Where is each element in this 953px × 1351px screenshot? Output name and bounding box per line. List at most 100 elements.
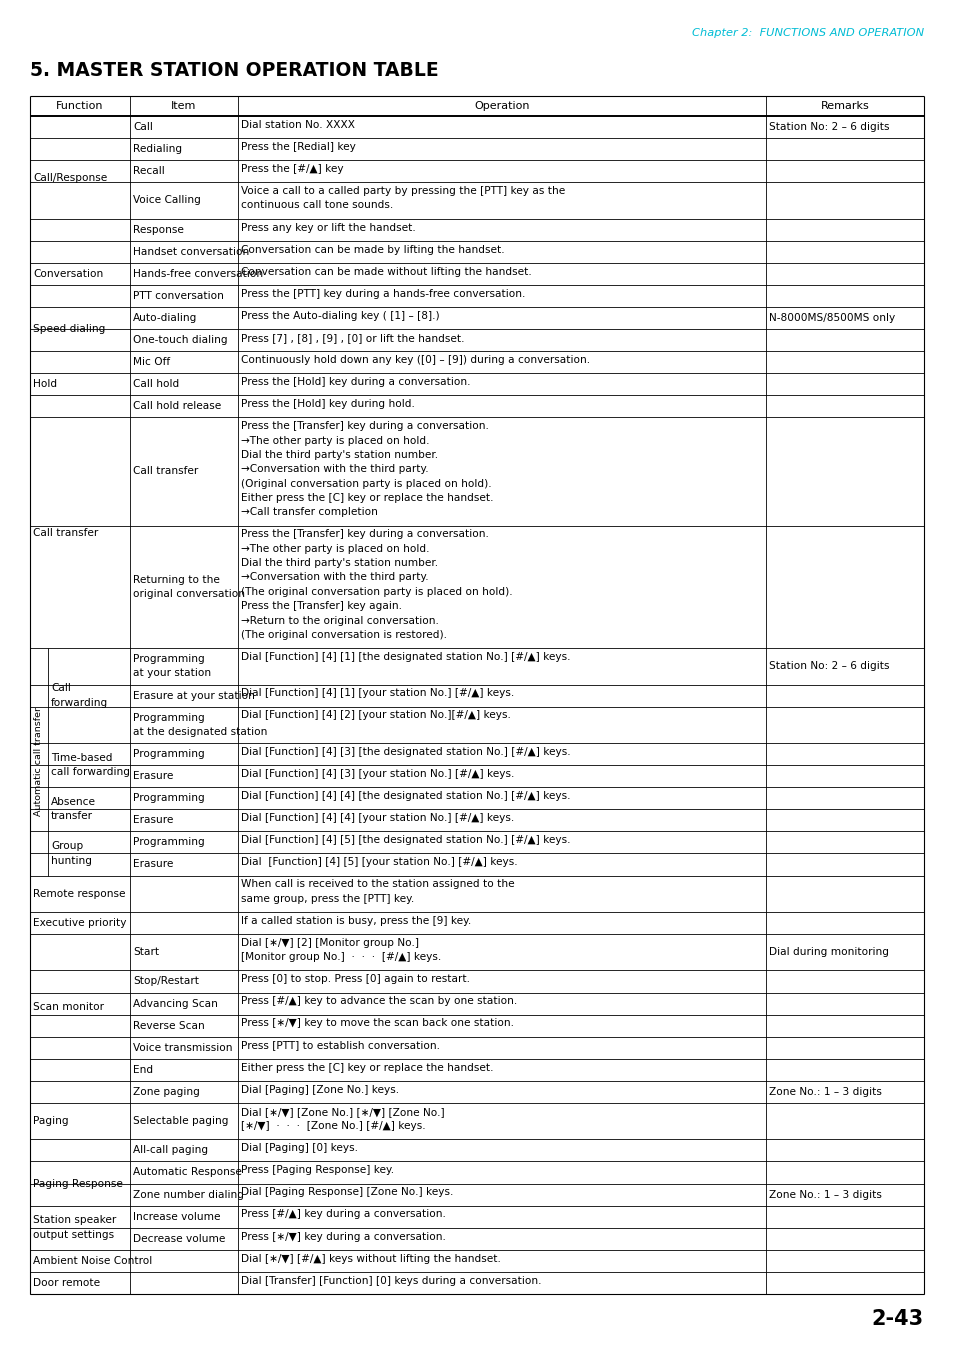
Text: Dial  [Function] [4] [5] [your station No.] [#/▲] keys.: Dial [Function] [4] [5] [your station No… [241, 858, 517, 867]
Text: output settings: output settings [33, 1229, 114, 1240]
Text: Hands-free conversation: Hands-free conversation [132, 269, 263, 278]
Text: Press the [Transfer] key again.: Press the [Transfer] key again. [241, 601, 401, 611]
Text: Erasure: Erasure [132, 771, 173, 781]
Text: Advancing Scan: Advancing Scan [132, 998, 217, 1009]
Text: Call: Call [132, 122, 152, 132]
Text: Programming: Programming [132, 748, 205, 759]
Text: forwarding: forwarding [51, 697, 108, 708]
Text: Dial [Function] [4] [3] [the designated station No.] [#/▲] keys.: Dial [Function] [4] [3] [the designated … [241, 747, 570, 757]
Text: Press the [Redial] key: Press the [Redial] key [241, 142, 355, 151]
Text: Ambient Noise Control: Ambient Noise Control [33, 1256, 152, 1266]
Text: Stop/Restart: Stop/Restart [132, 977, 199, 986]
Text: Paging Response: Paging Response [33, 1178, 123, 1189]
Text: (The original conversation is restored).: (The original conversation is restored). [241, 630, 447, 640]
Text: Press [#/▲] key to advance the scan by one station.: Press [#/▲] key to advance the scan by o… [241, 997, 517, 1006]
Text: Press [0] to stop. Press [0] again to restart.: Press [0] to stop. Press [0] again to re… [241, 974, 470, 985]
Text: Dial [Function] [4] [1] [the designated station No.] [#/▲] keys.: Dial [Function] [4] [1] [the designated … [241, 653, 570, 662]
Text: Press the [Hold] key during hold.: Press the [Hold] key during hold. [241, 399, 415, 409]
Text: →The other party is placed on hold.: →The other party is placed on hold. [241, 544, 429, 554]
Text: One-touch dialing: One-touch dialing [132, 335, 228, 345]
Text: PTT conversation: PTT conversation [132, 290, 224, 301]
Text: Decrease volume: Decrease volume [132, 1233, 225, 1244]
Text: Press [#/▲] key during a conversation.: Press [#/▲] key during a conversation. [241, 1209, 445, 1220]
Text: Selectable paging: Selectable paging [132, 1116, 229, 1127]
Text: (The original conversation party is placed on hold).: (The original conversation party is plac… [241, 586, 512, 597]
Text: Call transfer: Call transfer [132, 466, 198, 477]
Text: same group, press the [PTT] key.: same group, press the [PTT] key. [241, 894, 414, 904]
Text: Absence: Absence [51, 797, 96, 807]
Text: Paging: Paging [33, 1116, 69, 1127]
Text: Dial [Transfer] [Function] [0] keys during a conversation.: Dial [Transfer] [Function] [0] keys duri… [241, 1275, 541, 1286]
Text: Conversation: Conversation [33, 269, 103, 278]
Text: Speed dialing: Speed dialing [33, 324, 105, 334]
Text: Auto-dialing: Auto-dialing [132, 313, 197, 323]
Text: Press [Paging Response] key.: Press [Paging Response] key. [241, 1166, 394, 1175]
Text: transfer: transfer [51, 812, 92, 821]
Text: continuous call tone sounds.: continuous call tone sounds. [241, 200, 393, 211]
Text: Conversation can be made by lifting the handset.: Conversation can be made by lifting the … [241, 245, 504, 254]
Text: Voice a call to a called party by pressing the [PTT] key as the: Voice a call to a called party by pressi… [241, 186, 565, 196]
Text: Either press the [C] key or replace the handset.: Either press the [C] key or replace the … [241, 493, 493, 503]
Text: Executive priority: Executive priority [33, 917, 127, 928]
Text: Programming: Programming [132, 838, 205, 847]
Text: If a called station is busy, press the [9] key.: If a called station is busy, press the [… [241, 916, 471, 925]
Text: Remarks: Remarks [820, 101, 868, 111]
Text: Erasure: Erasure [132, 859, 173, 870]
Text: →Call transfer completion: →Call transfer completion [241, 508, 377, 517]
Text: When call is received to the station assigned to the: When call is received to the station ass… [241, 880, 514, 889]
Text: →Conversation with the third party.: →Conversation with the third party. [241, 465, 428, 474]
Text: Handset conversation: Handset conversation [132, 247, 249, 257]
Text: Dial the third party's station number.: Dial the third party's station number. [241, 450, 437, 459]
Text: Continuously hold down any key ([0] – [9]) during a conversation.: Continuously hold down any key ([0] – [9… [241, 355, 590, 365]
Text: Erasure: Erasure [132, 815, 173, 825]
Text: Reverse Scan: Reverse Scan [132, 1020, 205, 1031]
Text: Programming: Programming [132, 712, 205, 723]
Text: →Conversation with the third party.: →Conversation with the third party. [241, 573, 428, 582]
Text: 5. MASTER STATION OPERATION TABLE: 5. MASTER STATION OPERATION TABLE [30, 61, 438, 80]
Text: Press any key or lift the handset.: Press any key or lift the handset. [241, 223, 416, 232]
Text: All-call paging: All-call paging [132, 1146, 208, 1155]
Text: Function: Function [56, 101, 104, 111]
Text: Zone No.: 1 – 3 digits: Zone No.: 1 – 3 digits [768, 1088, 881, 1097]
Text: Scan monitor: Scan monitor [33, 1002, 104, 1012]
Text: Press [∗/▼] key during a conversation.: Press [∗/▼] key during a conversation. [241, 1232, 445, 1242]
Text: Station No: 2 – 6 digits: Station No: 2 – 6 digits [768, 662, 888, 671]
Text: Dial [Function] [4] [2] [your station No.][#/▲] keys.: Dial [Function] [4] [2] [your station No… [241, 711, 511, 720]
Text: Press the [Hold] key during a conversation.: Press the [Hold] key during a conversati… [241, 377, 470, 388]
Text: Call/Response: Call/Response [33, 173, 107, 184]
Text: 2-43: 2-43 [871, 1309, 923, 1329]
Text: Press the [Transfer] key during a conversation.: Press the [Transfer] key during a conver… [241, 530, 488, 539]
Text: Zone No.: 1 – 3 digits: Zone No.: 1 – 3 digits [768, 1190, 881, 1200]
Text: Dial [Function] [4] [5] [the designated station No.] [#/▲] keys.: Dial [Function] [4] [5] [the designated … [241, 835, 570, 846]
Text: Mic Off: Mic Off [132, 357, 170, 367]
Text: Operation: Operation [474, 101, 529, 111]
Text: Conversation can be made without lifting the handset.: Conversation can be made without lifting… [241, 266, 531, 277]
Text: Dial [∗/▼] [2] [Monitor group No.]: Dial [∗/▼] [2] [Monitor group No.] [241, 938, 418, 948]
Text: Time-based: Time-based [51, 753, 112, 763]
Text: Recall: Recall [132, 166, 165, 176]
Text: Remote response: Remote response [33, 889, 126, 898]
Text: Press the [PTT] key during a hands-free conversation.: Press the [PTT] key during a hands-free … [241, 289, 525, 299]
Text: Press the [#/▲] key: Press the [#/▲] key [241, 163, 343, 174]
Text: Automatic call transfer: Automatic call transfer [34, 708, 44, 816]
Text: Dial [Function] [4] [4] [your station No.] [#/▲] keys.: Dial [Function] [4] [4] [your station No… [241, 813, 514, 823]
Text: Zone number dialing: Zone number dialing [132, 1189, 244, 1200]
Text: Redialing: Redialing [132, 145, 182, 154]
Text: Chapter 2:  FUNCTIONS AND OPERATION: Chapter 2: FUNCTIONS AND OPERATION [691, 28, 923, 38]
Text: (Original conversation party is placed on hold).: (Original conversation party is placed o… [241, 478, 491, 489]
Text: Press [∗/▼] key to move the scan back one station.: Press [∗/▼] key to move the scan back on… [241, 1019, 514, 1028]
Text: Dial station No. XXXX: Dial station No. XXXX [241, 120, 355, 130]
Text: Call transfer: Call transfer [33, 528, 98, 538]
Text: N-8000MS/8500MS only: N-8000MS/8500MS only [768, 313, 894, 323]
Text: at your station: at your station [132, 669, 211, 678]
Text: [∗/▼]  ·  ·  ·  [Zone No.] [#/▲] keys.: [∗/▼] · · · [Zone No.] [#/▲] keys. [241, 1121, 425, 1131]
Text: Call hold: Call hold [132, 380, 179, 389]
Text: Programming: Programming [132, 793, 205, 804]
Text: Dial [Paging] [Zone No.] keys.: Dial [Paging] [Zone No.] keys. [241, 1085, 398, 1094]
Text: Erasure at your station: Erasure at your station [132, 690, 254, 701]
Text: Group: Group [51, 842, 83, 851]
Text: Station No: 2 – 6 digits: Station No: 2 – 6 digits [768, 122, 888, 132]
Text: Press the Auto-dialing key ( [1] – [8].): Press the Auto-dialing key ( [1] – [8].) [241, 311, 439, 320]
Text: Increase volume: Increase volume [132, 1212, 220, 1221]
Text: Response: Response [132, 224, 184, 235]
